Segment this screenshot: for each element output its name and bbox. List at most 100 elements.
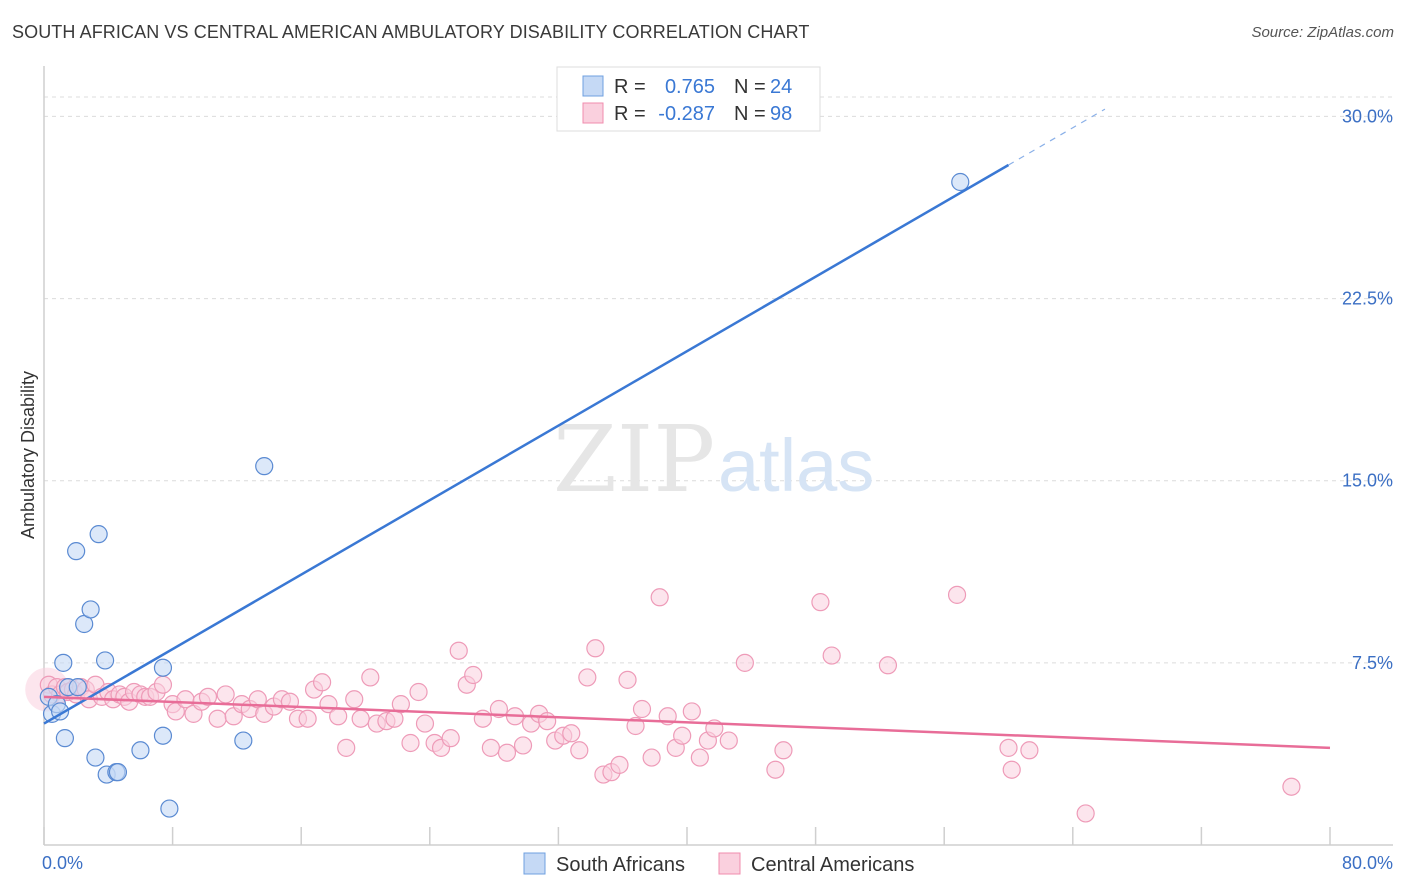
south-africans-point-16	[108, 763, 128, 782]
central-americans-point-31	[216, 685, 235, 704]
bottom-legend-swatch-pink	[718, 852, 741, 875]
central-americans-point-74	[562, 724, 581, 743]
legend-r-value-blue: 0.765	[665, 76, 715, 98]
central-americans-point-68	[513, 736, 533, 755]
south-africans-point-10	[81, 600, 100, 619]
y-tick-label-3: 30.0%	[1342, 106, 1393, 126]
legend-swatch-pink	[582, 102, 604, 124]
bottom-legend-swatch-blue	[523, 852, 546, 875]
watermark-atlas: atlas	[718, 424, 874, 507]
y-tick-label-0: 7.5%	[1352, 653, 1393, 673]
central-americans-point-93	[719, 731, 738, 750]
south-africans-point-12	[89, 525, 108, 544]
central-americans-point-95	[766, 760, 785, 779]
watermark-zip: ZIP	[553, 406, 715, 513]
chart-source: Source: ZipAtlas.com	[1251, 24, 1394, 41]
trend-lines	[43, 108, 1331, 750]
tick-labels: 7.5% 15.0% 22.5% 30.0% 0.0% 80.0%	[42, 106, 1393, 873]
chart-title: SOUTH AFRICAN VS CENTRAL AMERICAN AMBULA…	[12, 22, 810, 42]
central-americans-point-45	[329, 707, 348, 726]
axes	[43, 66, 1393, 846]
central-americans-point-76	[578, 668, 597, 687]
central-americans-point-104	[1076, 804, 1095, 823]
south-africans-point-7	[67, 542, 86, 561]
central-americans-point-90	[690, 748, 709, 767]
legend-r-label-pink: R =	[614, 103, 646, 125]
central-americans-point-71	[538, 712, 557, 731]
central-americans-point-60	[449, 641, 468, 660]
south-africans-point-20	[160, 799, 179, 818]
south-africans-point-18	[153, 658, 173, 677]
central-americans-point-49	[361, 668, 380, 687]
central-americans-point-55	[409, 682, 428, 702]
y-tick-label-2: 22.5%	[1342, 289, 1393, 309]
central-americans-point-62	[464, 665, 483, 685]
central-americans-point-65	[489, 699, 509, 719]
central-americans-point-98	[822, 646, 841, 665]
central-americans-point-80	[610, 755, 629, 774]
central-americans-point-23	[153, 675, 173, 694]
south-africans-point-5	[55, 729, 74, 748]
central-americans-point-102	[1002, 760, 1021, 779]
legend-r-value-pink: -0.287	[658, 103, 715, 125]
central-americans-point-100	[947, 585, 967, 604]
central-americans-point-94	[735, 653, 754, 672]
south-africans-point-11	[86, 748, 105, 767]
central-americans-point-103	[1020, 741, 1039, 760]
central-americans-point-66	[497, 743, 517, 762]
central-americans-point-105	[1282, 777, 1301, 796]
y-axis-title: Ambulatory Disability	[18, 371, 38, 539]
central-americans-point-48	[351, 709, 370, 728]
central-americans-point-77	[586, 639, 605, 658]
central-americans-point-30	[208, 709, 227, 728]
central-americans-point-46	[337, 738, 356, 757]
south-africans-point-8	[68, 678, 87, 697]
central-americans-point-82	[626, 716, 645, 736]
central-americans-point-96	[774, 741, 793, 760]
south-africans-point-22	[255, 457, 274, 476]
central-americans-point-41	[298, 709, 317, 728]
legend-swatch-blue	[582, 75, 604, 97]
legend-r-label-blue: R =	[614, 76, 646, 98]
south-africans-point-4	[54, 653, 73, 672]
central-americans-point-29	[198, 687, 218, 706]
central-americans-point-64	[481, 738, 500, 757]
central-americans-point-54	[401, 733, 420, 753]
south-africans-trend-line	[43, 163, 1010, 725]
grid-lines	[44, 96, 1393, 664]
x-tick-label-1: 80.0%	[1342, 853, 1393, 873]
central-americans-point-97	[811, 593, 830, 612]
south-africans-point-17	[131, 741, 150, 760]
legend-n-value-pink: 98	[770, 103, 792, 125]
central-americans-point-81	[618, 670, 637, 689]
central-americans-point-75	[570, 741, 589, 760]
watermark: ZIP atlas	[553, 406, 874, 513]
y-tick-label-1: 15.0%	[1342, 471, 1393, 491]
top-legend: R = 0.765 N = 24 R = -0.287 N = 98	[556, 66, 821, 132]
central-americans-point-47	[345, 690, 364, 709]
central-americans-point-59	[441, 729, 460, 748]
legend-n-value-blue: 24	[770, 76, 792, 98]
central-americans-point-85	[650, 588, 669, 607]
bottom-legend: South Africans Central Americans	[523, 852, 914, 876]
south-africans-point-21	[234, 731, 253, 750]
central-americans-point-84	[642, 748, 661, 767]
south-africans-trend-extension	[1008, 108, 1106, 166]
bottom-legend-label-blue: South Africans	[556, 854, 685, 876]
south-africans-point-19	[153, 726, 173, 745]
central-americans-point-56	[415, 714, 435, 733]
central-americans-point-83	[632, 699, 652, 719]
central-americans-point-63	[473, 709, 492, 728]
bottom-legend-label-pink: Central Americans	[751, 854, 914, 876]
legend-n-label-blue: N =	[734, 76, 766, 98]
south-africans-points	[39, 172, 970, 818]
central-americans-trend-line	[43, 695, 1331, 750]
south-africans-point-23	[951, 172, 970, 192]
central-americans-point-89	[682, 702, 701, 721]
legend-n-label-pink: N =	[734, 103, 766, 125]
central-americans-point-99	[878, 656, 898, 675]
south-africans-point-13	[95, 651, 115, 670]
central-americans-point-101	[999, 738, 1018, 757]
central-americans-point-53	[391, 695, 410, 714]
